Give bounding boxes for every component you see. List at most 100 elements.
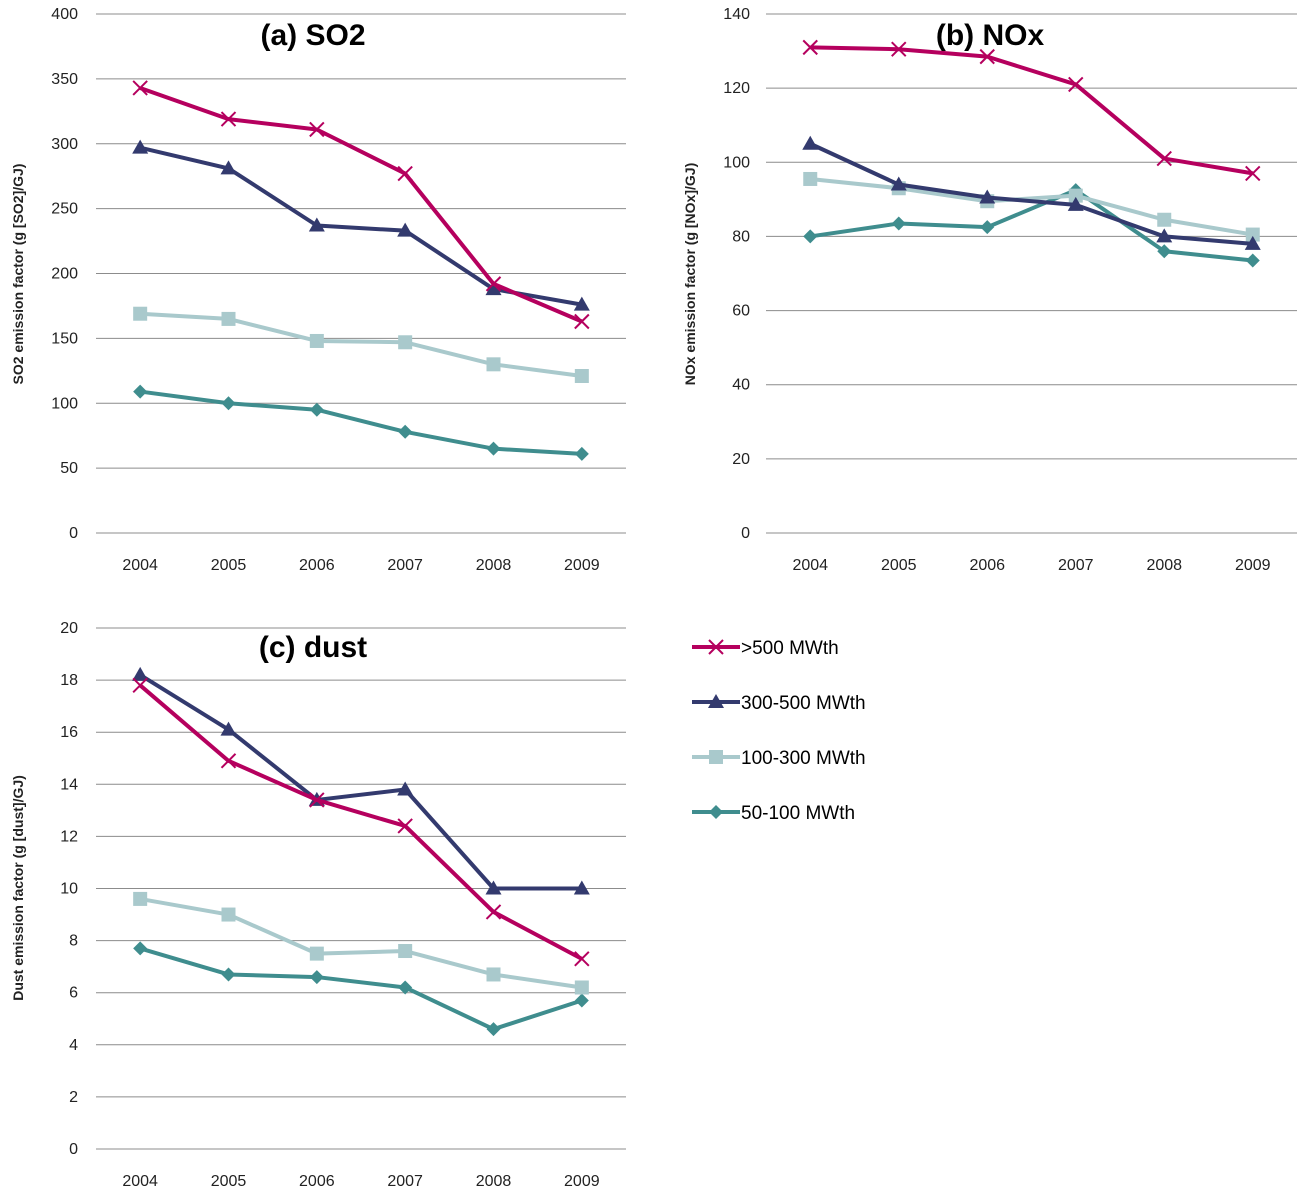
y-tick-label: 50 [60, 460, 78, 477]
data-point [133, 891, 148, 906]
data-point [133, 941, 148, 956]
data-point [486, 441, 501, 456]
series-triangle [132, 666, 590, 895]
y-tick-label: 20 [732, 451, 750, 468]
x-tick-label: 2005 [881, 557, 917, 574]
data-point [221, 396, 236, 411]
series-square [133, 891, 589, 995]
data-point [398, 424, 413, 439]
data-point [803, 171, 818, 186]
y-axis-label: Dust emission factor (g [dust]/GJ) [10, 775, 26, 1001]
y-axis-label: SO2 emission factor (g [SO2]/GJ) [10, 164, 26, 385]
series-x [132, 80, 590, 330]
y-tick-label: 80 [732, 228, 750, 245]
data-point [132, 666, 149, 681]
y-tick-label: 60 [732, 303, 750, 320]
data-point [309, 946, 324, 961]
x-tick-label: 2009 [564, 557, 600, 574]
data-point [1245, 253, 1260, 268]
data-point [132, 139, 149, 154]
x-tick-label: 2004 [122, 1173, 158, 1190]
data-point [397, 165, 413, 182]
data-point [574, 993, 589, 1008]
data-point [486, 967, 501, 982]
series-diamond [133, 941, 589, 1037]
data-point [397, 781, 414, 796]
series-line [138, 683, 583, 961]
x-tick-label: 2005 [211, 1173, 247, 1190]
series-square [133, 306, 589, 384]
x-tick-label: 2007 [387, 557, 423, 574]
x-tick-label: 2008 [476, 1173, 512, 1190]
data-point [133, 306, 148, 321]
series-triangle [802, 135, 1261, 250]
data-point [574, 369, 589, 384]
data-point [1156, 228, 1173, 243]
y-tick-label: 18 [60, 672, 78, 689]
data-point [1245, 165, 1261, 182]
data-point [485, 880, 502, 895]
y-tick-label: 250 [51, 201, 78, 218]
series-line [810, 176, 1254, 237]
data-point [397, 818, 413, 834]
data-point [1156, 150, 1172, 167]
chart-title: (b) NOx [936, 19, 1045, 52]
y-tick-label: 0 [69, 525, 78, 542]
series-diamond [803, 183, 1260, 268]
series-line [809, 141, 1253, 246]
triangle-icon [708, 694, 724, 708]
legend-item: >500 MWth [692, 638, 839, 659]
data-point [221, 311, 236, 326]
legend-label: >500 MWth [741, 638, 839, 659]
data-point [397, 222, 414, 237]
data-point [1068, 188, 1083, 203]
series-line [809, 188, 1253, 263]
x-tick-label: 2009 [564, 1173, 600, 1190]
legend-item: 300-500 MWth [692, 693, 866, 714]
data-point [980, 220, 995, 235]
y-tick-label: 300 [51, 136, 78, 153]
x-tick-label: 2004 [122, 557, 158, 574]
data-point [1157, 212, 1172, 227]
y-tick-label: 140 [723, 6, 750, 23]
chart-title: (c) dust [259, 631, 367, 664]
square-icon [709, 750, 723, 764]
data-point [308, 217, 325, 232]
data-point [573, 880, 590, 895]
series-line [140, 311, 583, 378]
data-point [485, 281, 502, 296]
data-point [891, 41, 907, 57]
y-tick-label: 16 [60, 724, 78, 741]
data-point [132, 677, 148, 694]
data-point [398, 335, 413, 350]
chart-title: (a) SO2 [260, 19, 365, 52]
y-tick-label: 8 [69, 933, 78, 950]
data-point [309, 402, 324, 417]
data-point [485, 904, 502, 920]
data-point [221, 967, 236, 982]
series-line [810, 45, 1254, 176]
legend-item: 100-300 MWth [692, 748, 866, 769]
data-point [220, 753, 237, 769]
series-line [139, 86, 583, 324]
x-tick-label: 2007 [1058, 557, 1094, 574]
series-x [132, 677, 590, 967]
series-line [139, 673, 582, 891]
data-point [802, 135, 819, 150]
y-tick-label: 350 [51, 71, 78, 88]
y-tick-label: 12 [60, 828, 78, 845]
x-tick-label: 2004 [792, 557, 828, 574]
y-tick-label: 2 [69, 1089, 78, 1106]
y-tick-label: 150 [51, 330, 78, 347]
data-point [574, 313, 590, 330]
data-point [221, 907, 236, 922]
series-diamond [133, 384, 589, 461]
data-point [1068, 76, 1084, 93]
data-point [220, 160, 237, 175]
x-tick-label: 2008 [476, 557, 512, 574]
data-point [220, 111, 237, 127]
series-line [139, 389, 582, 456]
data-point [309, 333, 324, 348]
data-point [309, 121, 325, 138]
